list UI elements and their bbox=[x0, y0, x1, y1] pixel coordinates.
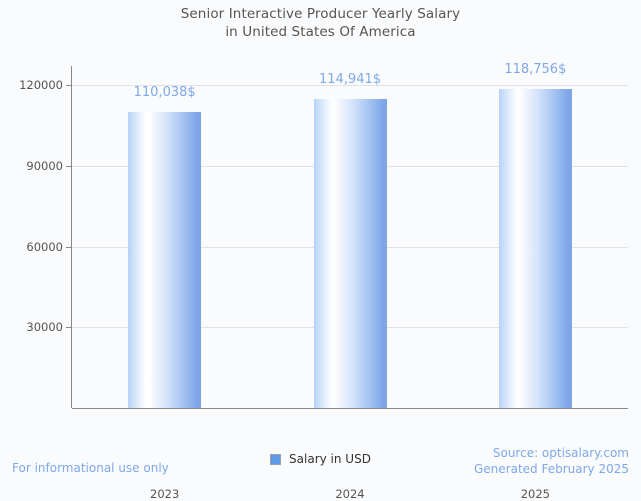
source-block: Source: optisalary.com Generated Februar… bbox=[474, 445, 629, 477]
x-tick-label-2023: 2023 bbox=[150, 487, 180, 501]
bar-value-label-2024: 114,941$ bbox=[318, 72, 382, 88]
y-tick-mark bbox=[66, 246, 72, 248]
source-text: Source: optisalary.com bbox=[492, 446, 629, 460]
bar-value-label-2025: 118,756$ bbox=[504, 61, 567, 77]
generated-text: Generated February 2025 bbox=[473, 462, 629, 476]
plot-area: 30000 60000 90000 120000 110,038$ 114,94… bbox=[19, 62, 628, 501]
y-tick-label: 90000 bbox=[26, 159, 63, 174]
chart-title: Senior Interactive Producer Yearly Salar… bbox=[180, 6, 461, 40]
y-axis-line bbox=[71, 66, 72, 408]
legend-swatch-icon bbox=[270, 453, 282, 465]
salary-bar-chart: Senior Interactive Producer Yearly Salar… bbox=[0, 6, 641, 501]
y-tick-mark bbox=[66, 166, 72, 168]
x-axis-line bbox=[72, 408, 628, 409]
gridline bbox=[72, 85, 628, 87]
bar-2023[interactable] bbox=[128, 112, 202, 408]
x-tick-label-2024: 2024 bbox=[335, 487, 365, 501]
y-tick-label: 30000 bbox=[26, 320, 63, 335]
bar-value-label-2023: 110,038$ bbox=[133, 85, 196, 101]
chart-legend: Salary in USD bbox=[0, 452, 641, 466]
y-tick-mark bbox=[66, 85, 72, 87]
y-tick-mark bbox=[66, 327, 72, 329]
x-tick-label-2025: 2025 bbox=[520, 487, 550, 501]
legend-item-label: Salary in USD bbox=[289, 452, 371, 466]
bar-2025[interactable] bbox=[498, 88, 572, 408]
bar-2024[interactable] bbox=[313, 99, 387, 408]
disclaimer-text: For informational use only bbox=[12, 461, 169, 475]
y-tick-label: 60000 bbox=[26, 239, 63, 254]
y-tick-label: 120000 bbox=[19, 78, 63, 93]
